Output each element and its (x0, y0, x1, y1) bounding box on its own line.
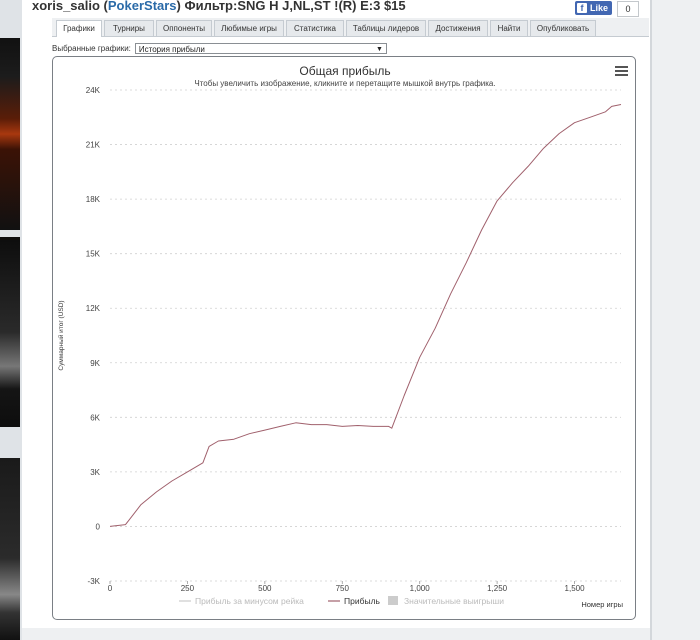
tab-find[interactable]: Найти (490, 20, 528, 36)
dropdown-arrow-icon: ▼ (375, 45, 383, 53)
tab-statistics[interactable]: Статистика (286, 20, 344, 36)
side-thumbnail-1 (0, 38, 20, 230)
x-tick-label: 1,250 (487, 584, 508, 593)
graph-select-value: История прибыли (138, 44, 205, 54)
graph-select-dropdown[interactable]: История прибыли ▼ (134, 42, 387, 54)
x-tick-label: 500 (258, 584, 272, 593)
facebook-icon: f (577, 3, 587, 13)
left-background-strip (0, 0, 22, 640)
page-divider (650, 0, 652, 640)
tab-graphs[interactable]: Графики (56, 20, 102, 37)
site-link[interactable]: PokerStars (107, 0, 177, 13)
legend-item-label: Значительные выигрыши (404, 596, 504, 606)
like-count: 0 (617, 1, 639, 17)
x-tick-label: 0 (108, 584, 113, 593)
side-thumbnail-2 (0, 237, 20, 427)
legend-item-label: Прибыль за минусом рейка (195, 596, 304, 606)
legend-item-label: Прибыль (344, 596, 381, 606)
x-tick-label: 1,000 (410, 584, 431, 593)
tab-bar: Графики Турниры Оппоненты Любимые игры С… (52, 18, 649, 37)
y-tick-label: 21K (86, 141, 101, 150)
x-tick-label: 750 (336, 584, 350, 593)
tab-achievements[interactable]: Достижения (428, 20, 488, 36)
x-tick-label: 250 (181, 584, 195, 593)
x-axis-title: Номер игры (581, 600, 623, 609)
chart-title: Общая прибыль (299, 64, 390, 78)
right-margin (652, 0, 700, 640)
page-title: xoris_salio (PokerStars) Фильтр:SNG H J,… (32, 0, 406, 13)
y-tick-label: 15K (86, 250, 101, 259)
page-footer (22, 628, 650, 640)
player-name: xoris_salio (32, 0, 100, 13)
chart-menu-icon[interactable] (615, 66, 628, 76)
tab-opponents[interactable]: Оппоненты (156, 20, 212, 36)
chart-panel[interactable]: Общая прибыль Чтобы увеличить изображение… (52, 56, 636, 620)
tab-favorite-games[interactable]: Любимые игры (214, 20, 284, 36)
facebook-like-button[interactable]: f Like (575, 1, 613, 15)
series-line-profit (109, 104, 622, 527)
y-tick-label: 12K (86, 304, 101, 313)
y-tick-label: 9K (90, 359, 100, 368)
y-tick-label: 24K (86, 86, 101, 95)
side-thumbnail-3 (0, 458, 20, 640)
y-tick-label: 3K (90, 468, 100, 477)
tab-publish[interactable]: Опубликовать (530, 20, 596, 36)
filter-text: Фильтр:SNG H J,NL,ST !(R) E:3 $15 (184, 0, 406, 13)
chart-subtitle: Чтобы увеличить изображение, кликните и … (194, 79, 495, 88)
y-tick-label: 18K (86, 195, 101, 204)
graph-select-row: Выбранные графики: История прибыли ▼ (52, 42, 387, 54)
graph-select-label: Выбранные графики: (52, 43, 131, 53)
legend-marker (388, 596, 398, 605)
tab-leaderboards[interactable]: Таблицы лидеров (346, 20, 426, 36)
y-tick-label: 0 (96, 522, 101, 531)
y-tick-label: -3K (88, 577, 101, 586)
x-tick-label: 1,500 (565, 584, 586, 593)
like-label: Like (590, 3, 609, 13)
y-axis-title: Суммарный итог (USD) (57, 300, 65, 370)
tab-tournaments[interactable]: Турниры (104, 20, 154, 36)
y-tick-label: 6K (90, 413, 100, 422)
